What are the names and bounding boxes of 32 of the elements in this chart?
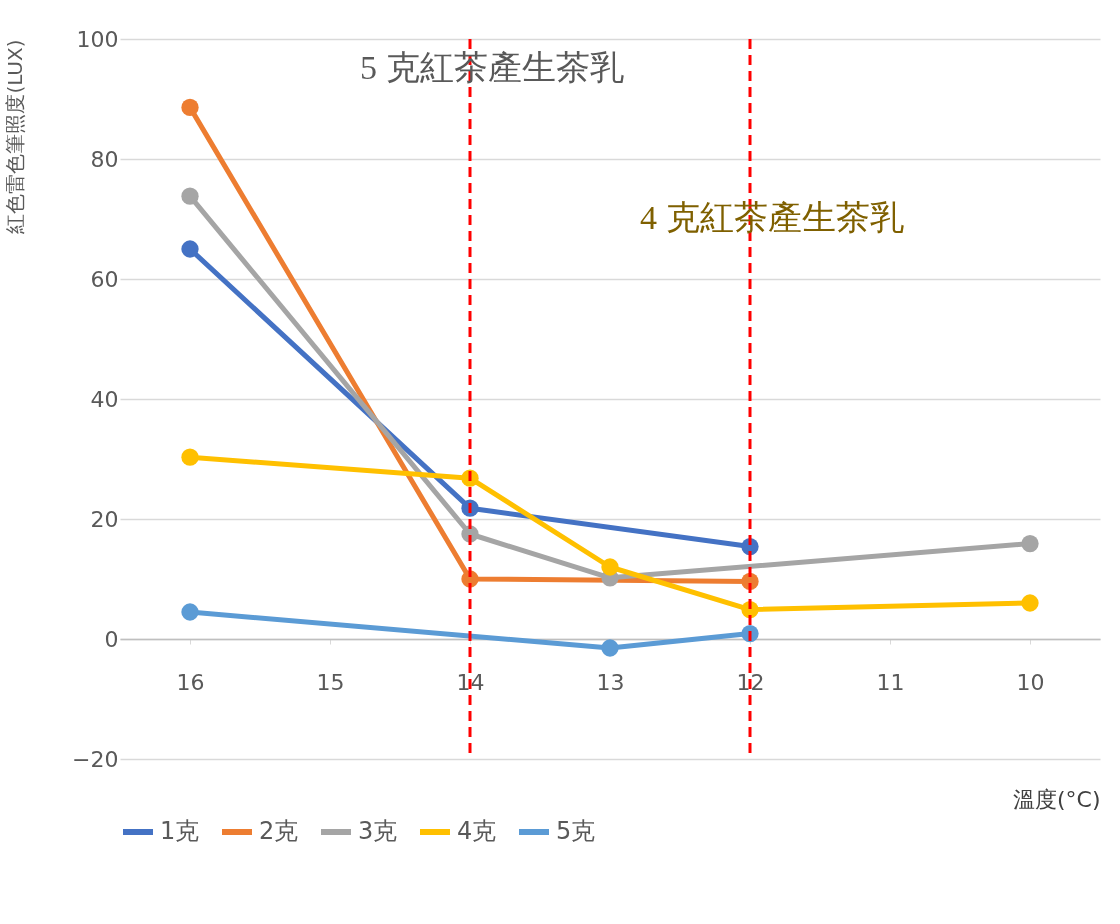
point (601, 639, 619, 657)
x-tick-label: 10 (1016, 669, 1045, 695)
x-axis-title: 溫度(°C) (1012, 786, 1101, 812)
x-tick-label: 15 (316, 669, 345, 695)
point (1021, 594, 1039, 612)
point (601, 558, 619, 576)
point (181, 240, 199, 258)
legend-label: 3克 (358, 817, 398, 845)
y-tick-label: 20 (90, 506, 119, 532)
x-tick-label: 12 (736, 669, 765, 695)
point (181, 603, 199, 621)
y-axis-title: 紅色雷色筆照度(LUX) (2, 39, 27, 234)
ref-line-label: 5 克紅茶產生茶乳 (360, 49, 624, 86)
y-tick-label: 40 (90, 386, 119, 412)
point (181, 187, 199, 205)
point (181, 448, 199, 466)
point (1021, 534, 1039, 553)
y-tick-label: 80 (90, 146, 119, 172)
x-tick-label: 14 (456, 669, 485, 695)
x-tick-label: 11 (876, 669, 905, 695)
legend-label: 2克 (259, 817, 299, 845)
y-tick-label: 60 (90, 266, 119, 292)
x-tick-label: 16 (176, 669, 205, 695)
legend-label: 1克 (160, 817, 200, 845)
y-tick-label: 100 (76, 26, 119, 52)
y-tick-label: 0 (104, 626, 119, 652)
legend-label: 5克 (556, 817, 596, 845)
y-tick-label: −20 (72, 746, 119, 772)
ref-line-label: 4 克紅茶產生茶乳 (640, 199, 904, 236)
x-tick-label: 13 (596, 669, 625, 695)
point (181, 98, 199, 117)
legend-label: 4克 (457, 817, 497, 845)
